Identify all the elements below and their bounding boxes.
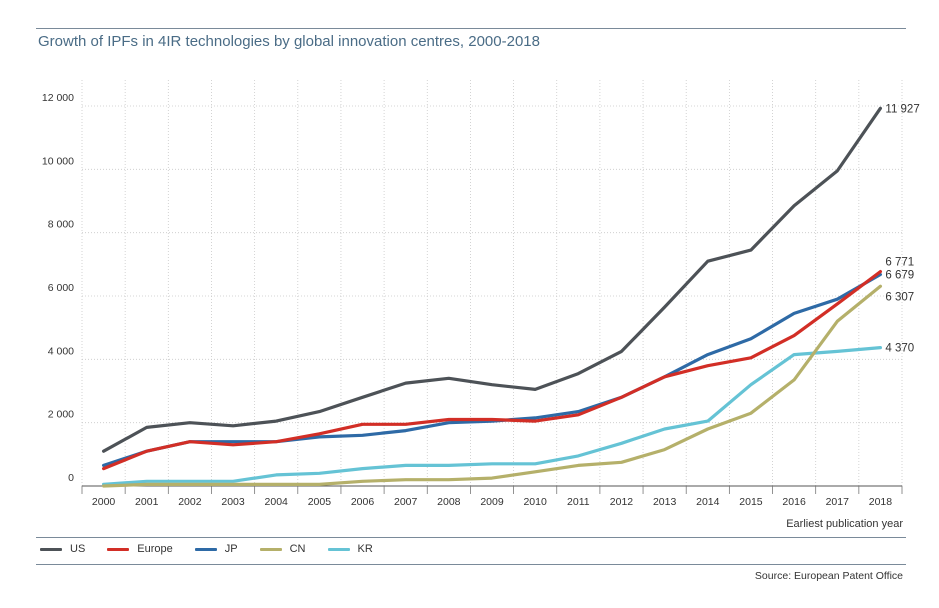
series-line-jp [102,272,882,467]
legend-label: Europe [137,543,173,555]
legend-item-kr: KR [327,543,373,555]
y-tick-label: 4 000 [48,345,74,357]
series-line-kr [102,346,882,486]
legend-bottom-rule [36,564,906,565]
legend-swatch [107,547,130,551]
x-tick-label: 2014 [696,496,720,508]
legend-swatch [327,547,350,551]
source-note: Source: European Patent Office [754,570,903,582]
end-label-us: 11 927 [885,103,919,115]
y-tick-label: 10 000 [42,155,74,167]
legend: US Europe JP CN KR [40,543,395,555]
legend-label: US [70,543,86,555]
series-line-cn [102,284,882,488]
x-tick-label: 2005 [308,496,332,508]
x-tick-label: 2007 [394,496,418,508]
top-rule [36,28,906,29]
legend-item-europe: Europe [107,543,173,555]
legend-label: JP [224,543,238,555]
x-tick-label: 2017 [826,496,850,508]
x-tick-label: 2003 [221,496,245,508]
x-tick-label: 2011 [567,496,590,508]
end-label-jp: 6 679 [885,269,914,281]
legend-item-cn: CN [259,543,306,555]
legend-label: KR [357,543,373,555]
x-tick-label: 2000 [92,496,116,508]
legend-item-us: US [40,543,85,555]
x-tick-label: 2006 [351,496,375,508]
chart-title: Growth of IPFs in 4IR technologies by gl… [38,33,540,50]
y-tick-label: 6 000 [48,282,74,294]
y-tick-label: 2 000 [48,409,74,421]
y-tick-label: 8 000 [48,219,74,231]
x-tick-label: 2002 [178,496,202,508]
legend-swatch [40,547,62,551]
x-tick-label: 2010 [523,496,547,508]
legend-label: CN [289,543,306,555]
y-tick-label: 12 000 [42,92,74,104]
end-label-kr: 4 370 [885,343,914,355]
legend-swatch [194,547,217,551]
x-axis-title: Earliest publication year [786,518,903,530]
legend-swatch [259,547,282,551]
x-tick-label: 2016 [782,496,806,508]
x-tick-label: 2009 [480,496,504,508]
legend-item-jp: JP [194,543,238,555]
series-line-europe [102,270,882,471]
end-label-cn: 6 307 [885,291,914,303]
x-tick-label: 2012 [610,496,634,508]
x-tick-label: 2001 [135,496,159,508]
x-tick-label: 2008 [437,496,461,508]
x-tick-label: 2018 [869,496,893,508]
end-label-europe: 6 771 [885,257,914,269]
y-tick-label: 0 [68,472,74,484]
x-tick-label: 2015 [739,496,763,508]
legend-top-rule [36,537,906,538]
x-tick-label: 2013 [653,496,677,508]
series-line-us [102,106,882,453]
x-tick-label: 2004 [265,496,289,508]
